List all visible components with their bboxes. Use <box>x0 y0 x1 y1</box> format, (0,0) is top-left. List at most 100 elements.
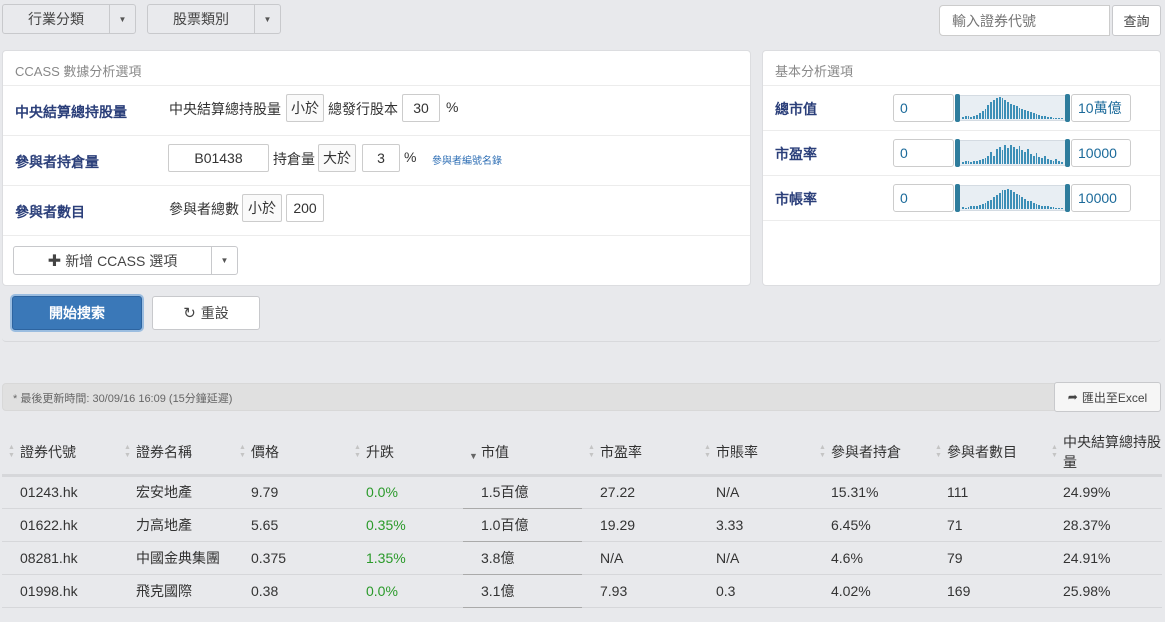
range-slider[interactable] <box>955 139 1070 167</box>
refresh-icon: ↻ <box>183 305 196 322</box>
stock-code-input[interactable] <box>939 5 1110 36</box>
header-label: 升跌 <box>366 443 394 460</box>
participant-list-link[interactable]: 參與者編號名錄 <box>432 156 502 167</box>
slider-min-handle[interactable] <box>955 184 960 212</box>
basic-panel: 基本分析選項 總市值 0 10萬億 市盈率 0 10000 市帳率 0 10000 <box>762 50 1161 286</box>
chevron-down-icon[interactable]: ▼ <box>109 5 135 33</box>
column-header[interactable]: ▲ ▼ 價格 <box>233 430 348 477</box>
column-header[interactable]: ▲ ▼ 證券名稱 <box>118 430 233 477</box>
min-input[interactable]: 0 <box>893 139 954 167</box>
histogram-bar <box>990 199 993 209</box>
histogram-bar <box>1041 115 1044 119</box>
stock-type-dropdown[interactable]: 股票類別 ▼ <box>147 4 281 34</box>
histogram-bar <box>1029 112 1032 119</box>
table-cell: 01243.hk <box>2 475 118 509</box>
table-row[interactable]: 01998.hk 飛克國際 0.38 0.0% 3.1億 7.93 0.3 4.02% 169 2… <box>2 574 1162 608</box>
histogram-bar <box>1001 97 1004 119</box>
header-label: 價格 <box>251 443 279 460</box>
histogram-bar <box>970 206 973 209</box>
histogram-bar <box>1046 206 1049 209</box>
column-header[interactable]: ▲ ▼ 市賬率 <box>698 430 813 477</box>
sort-icon: ▲ ▼ <box>124 443 131 459</box>
range-slider[interactable] <box>955 94 1070 122</box>
histogram-bar <box>1052 160 1055 164</box>
column-header[interactable]: ▲ ▼ 市盈率 <box>582 430 698 477</box>
query-button[interactable]: 查詢 <box>1112 5 1161 36</box>
histogram-bar <box>987 105 990 119</box>
table-cell: 01622.hk <box>2 508 118 542</box>
column-header[interactable]: ▲ ▼ 升跌 <box>348 430 463 477</box>
table-row[interactable]: 01622.hk 力高地產 5.65 0.35% 1.0百億 19.29 3.33 6.45%… <box>2 508 1162 542</box>
histogram-bar <box>1032 113 1035 119</box>
table-cell: 5.65 <box>233 508 348 542</box>
chevron-down-icon[interactable]: ▼ <box>254 5 280 33</box>
min-input[interactable]: 0 <box>893 184 954 212</box>
percent-input[interactable]: 3 <box>362 144 400 172</box>
operator-select[interactable]: 小於 <box>242 194 282 222</box>
histogram-bar <box>995 97 998 119</box>
participant-id-input[interactable]: B01438 <box>168 144 269 172</box>
slider-max-handle[interactable] <box>1065 184 1070 212</box>
range-slider[interactable] <box>955 184 1070 212</box>
slider-max-handle[interactable] <box>1065 94 1070 122</box>
histogram-bar <box>993 99 995 119</box>
table-cell: 71 <box>929 508 1045 542</box>
max-input[interactable]: 10萬億 <box>1071 94 1131 122</box>
histogram-bar <box>1010 190 1012 209</box>
table-row[interactable]: 08281.hk 中國金典集團 0.375 1.35% 3.8億 N/A N/A 4.6% 79… <box>2 541 1162 575</box>
histogram-bar <box>1015 148 1018 164</box>
column-header[interactable]: ▲ ▼ 證券代號 <box>2 430 118 477</box>
table-cell: 3.33 <box>698 508 813 542</box>
reset-button[interactable]: ↻ 重設 <box>152 296 260 330</box>
stock-type-label: 股票類別 <box>173 11 229 27</box>
column-header[interactable]: ▼ 市值 <box>463 430 582 477</box>
histogram-bar <box>1018 108 1021 119</box>
histogram-bar <box>1035 203 1038 209</box>
slider-max-handle[interactable] <box>1065 139 1070 167</box>
table-cell: 111 <box>929 475 1045 509</box>
operator-select[interactable]: 大於 <box>318 144 356 172</box>
table-cell: 24.91% <box>1045 541 1162 575</box>
histogram-bar <box>1010 144 1012 164</box>
chevron-down-icon[interactable]: ▼ <box>211 247 237 274</box>
industry-dropdown[interactable]: 行業分類 ▼ <box>2 4 136 34</box>
histogram-bar <box>1027 111 1029 119</box>
slider-min-handle[interactable] <box>955 94 960 122</box>
percent-input[interactable]: 30 <box>402 94 440 122</box>
operator-select[interactable]: 小於 <box>286 94 324 122</box>
add-ccass-option-button[interactable]: ✚ 新增 CCASS 選項 ▼ <box>13 246 238 275</box>
table-cell: 7.93 <box>582 574 698 608</box>
slider-min-handle[interactable] <box>955 139 960 167</box>
column-header[interactable]: ▲ ▼ 參與者持倉 <box>813 430 929 477</box>
histogram-bar <box>964 208 967 209</box>
header-label: 證券代號 <box>20 443 76 460</box>
histogram-bar <box>1049 207 1052 209</box>
export-excel-button[interactable]: ➦ 匯出至Excel <box>1054 382 1161 412</box>
ccass-panel: CCASS 數據分析選項 中央結算總持股量 中央結算總持股量 小於 總發行股本 … <box>2 50 751 286</box>
histogram-bar <box>1018 195 1021 209</box>
sort-icon: ▲ ▼ <box>354 443 361 459</box>
histogram-bar <box>1046 158 1049 164</box>
min-input[interactable]: 0 <box>893 94 954 122</box>
table-row[interactable]: 01243.hk 宏安地產 9.79 0.0% 1.5百億 27.22 N/A 15.31% 1… <box>2 475 1162 509</box>
column-header[interactable]: ▲ ▼ 參與者數目 <box>929 430 1045 477</box>
column-header[interactable]: ▲ ▼ 中央結算總持股量 <box>1045 430 1162 477</box>
start-search-button[interactable]: 開始搜索 <box>12 296 142 330</box>
histogram-bar <box>1044 156 1046 164</box>
histogram-bar <box>1035 113 1038 119</box>
count-input[interactable]: 200 <box>286 194 324 222</box>
row-label: 中央結算總持股量 <box>15 104 127 120</box>
export-label: 匯出至Excel <box>1081 390 1148 405</box>
histogram-bar <box>1038 204 1041 209</box>
unit-label: % <box>446 99 459 115</box>
table-cell: 27.22 <box>582 475 698 509</box>
histogram-bar <box>1038 114 1041 119</box>
histogram-bar <box>1060 208 1063 209</box>
histogram-bar <box>1021 108 1024 119</box>
max-input[interactable]: 10000 <box>1071 184 1131 212</box>
histogram-bar <box>1055 158 1058 164</box>
max-input[interactable]: 10000 <box>1071 139 1131 167</box>
histogram-bar <box>964 161 967 164</box>
histogram-bar <box>1007 102 1010 119</box>
table-cell: 0.35% <box>348 508 463 542</box>
